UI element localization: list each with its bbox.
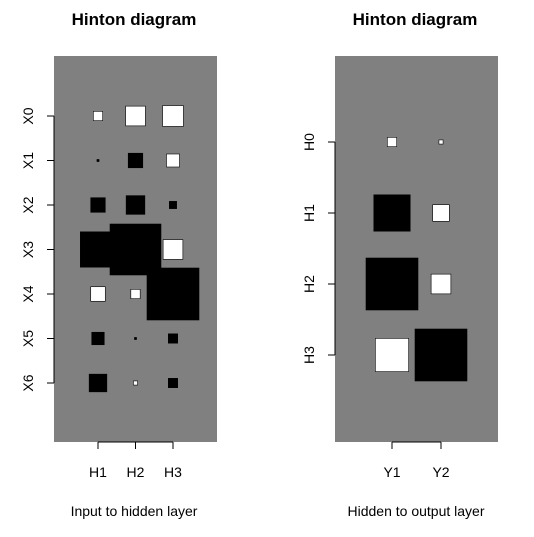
panel1-weight-square-x2-h1: [90, 197, 106, 213]
panel1-weight-square-x0-h3: [162, 105, 184, 127]
panel1-x-tick-label-h3: H3: [164, 464, 182, 480]
panel1-y-tick-label-x5: X5: [20, 330, 36, 347]
panel1-weight-square-x1-h3: [166, 153, 180, 168]
panel1-weight-square-x6-h3: [168, 378, 178, 388]
panel2-chart-title: Hinton diagram: [353, 10, 478, 29]
panel1-weight-square-x0-h2: [125, 105, 146, 127]
panel1-x-tick-label-h2: H2: [127, 464, 145, 480]
panel2-weight-square-h0-y2: [438, 139, 444, 145]
panel1-x-axis-title: Input to hidden layer: [71, 503, 198, 519]
panel1-weight-square-x0-h1: [93, 111, 103, 121]
panel1-weight-square-x5-h2: [134, 337, 137, 340]
panel2-x-tick-label-y1: Y1: [383, 464, 400, 480]
panel2-plot-background: [335, 56, 498, 442]
panel2-weight-square-h2-y1: [365, 257, 419, 311]
panel1-weight-square-x4-h2: [130, 289, 141, 299]
panel1-y-tick-label-x1: X1: [20, 152, 36, 169]
panel1-y-tick-label-x6: X6: [20, 374, 36, 391]
panel2-y-tick-label-h2: H2: [301, 275, 317, 293]
panel2-weight-square-h3-y1: [375, 338, 409, 372]
panel1-weight-square-x6-h1: [88, 373, 108, 393]
panel1-weight-square-x1-h2: [127, 152, 144, 169]
panel2-x-axis-title: Hidden to output layer: [348, 503, 485, 519]
panel2-weight-square-h3-y2: [414, 328, 468, 382]
panel2-y-tick-label-h0: H0: [301, 133, 317, 151]
panel1-weight-square-x3-h2: [109, 223, 162, 276]
panel2-weight-square-h2-y2: [430, 273, 452, 295]
panel1-y-tick-label-x0: X0: [20, 107, 36, 124]
panel2-y-tick-label-h1: H1: [301, 204, 317, 222]
panel1-weight-square-x4-h1: [90, 286, 106, 302]
panel1-y-tick-label-x3: X3: [20, 241, 36, 258]
panel1-x-tick-label-h1: H1: [89, 464, 107, 480]
panel2-y-tick-label-h3: H3: [301, 346, 317, 364]
panel1-weight-square-x1-h1: [96, 159, 100, 162]
panel2-weight-square-h1-y1: [373, 194, 411, 232]
panel1-weight-square-x2-h2: [125, 195, 146, 215]
panel1-weight-square-x6-h2: [133, 380, 138, 386]
panel2-x-tick-label-y2: Y2: [432, 464, 449, 480]
panel1-weight-square-x3-h3: [162, 239, 184, 260]
panel1-y-tick-label-x2: X2: [20, 196, 36, 213]
panel1-chart-title: Hinton diagram: [72, 10, 197, 29]
panel2-weight-square-h1-y2: [432, 204, 450, 222]
panel1-weight-square-x5-h3: [168, 333, 178, 344]
panel2-weight-square-h0-y1: [387, 137, 397, 147]
panel1-y-tick-label-x4: X4: [20, 285, 36, 302]
panel1-weight-square-x4-h3: [146, 267, 200, 321]
panel1-weight-square-x2-h3: [169, 201, 177, 209]
panel1-weight-square-x5-h1: [91, 331, 105, 346]
